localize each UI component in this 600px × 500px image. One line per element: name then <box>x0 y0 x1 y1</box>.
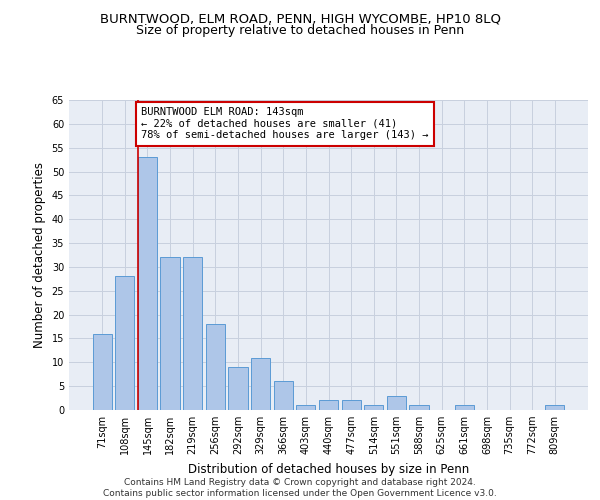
Text: Contains HM Land Registry data © Crown copyright and database right 2024.
Contai: Contains HM Land Registry data © Crown c… <box>103 478 497 498</box>
Bar <box>296 405 316 410</box>
Bar <box>138 157 157 410</box>
Bar <box>341 400 361 410</box>
X-axis label: Distribution of detached houses by size in Penn: Distribution of detached houses by size … <box>188 462 469 475</box>
Bar <box>183 258 202 410</box>
Bar <box>115 276 134 410</box>
Y-axis label: Number of detached properties: Number of detached properties <box>33 162 46 348</box>
Bar <box>160 258 180 410</box>
Bar <box>229 367 248 410</box>
Text: BURNTWOOD ELM ROAD: 143sqm
← 22% of detached houses are smaller (41)
78% of semi: BURNTWOOD ELM ROAD: 143sqm ← 22% of deta… <box>141 107 429 140</box>
Text: Size of property relative to detached houses in Penn: Size of property relative to detached ho… <box>136 24 464 37</box>
Bar <box>364 405 383 410</box>
Bar <box>409 405 428 410</box>
Bar <box>206 324 225 410</box>
Bar <box>319 400 338 410</box>
Bar <box>251 358 270 410</box>
Bar <box>387 396 406 410</box>
Text: BURNTWOOD, ELM ROAD, PENN, HIGH WYCOMBE, HP10 8LQ: BURNTWOOD, ELM ROAD, PENN, HIGH WYCOMBE,… <box>100 12 500 26</box>
Bar <box>545 405 565 410</box>
Bar <box>274 382 293 410</box>
Bar <box>92 334 112 410</box>
Bar <box>455 405 474 410</box>
